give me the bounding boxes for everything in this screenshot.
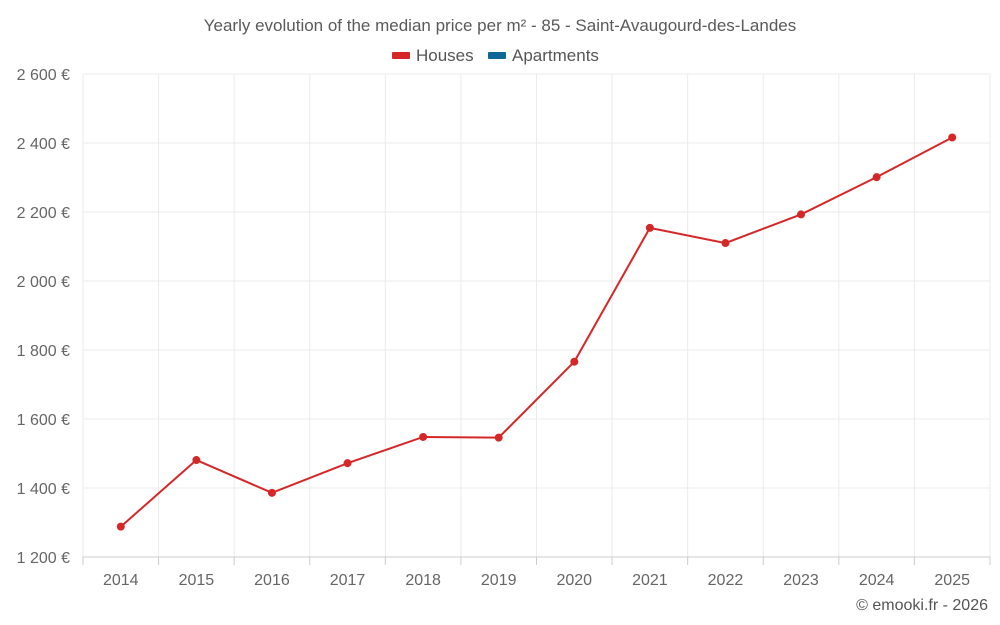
y-tick-label: 1 400 € bbox=[17, 481, 70, 498]
data-point[interactable] bbox=[192, 456, 201, 465]
y-tick-label: 2 400 € bbox=[17, 136, 70, 153]
legend: Houses Apartments bbox=[392, 46, 599, 65]
series-line-houses bbox=[120, 136, 953, 528]
credit: © emooki.fr - 2026 bbox=[856, 597, 988, 614]
data-point[interactable] bbox=[948, 133, 957, 142]
y-tick-label: 1 800 € bbox=[17, 343, 70, 360]
data-point[interactable] bbox=[721, 239, 730, 248]
y-tick-label: 2 200 € bbox=[17, 205, 70, 222]
x-tick-label: 2021 bbox=[632, 572, 668, 589]
legend-label-houses: Houses bbox=[416, 46, 474, 65]
data-point[interactable] bbox=[570, 357, 579, 366]
x-axis: 2014 2015 2016 2017 2018 2019 2020 2021 2022 2023… bbox=[82, 556, 991, 589]
legend-swatch-houses bbox=[392, 52, 410, 59]
x-tick-label: 2016 bbox=[254, 572, 290, 589]
y-tick-label: 2 000 € bbox=[17, 274, 70, 291]
series-layer bbox=[116, 133, 957, 531]
data-point[interactable] bbox=[267, 488, 276, 497]
data-point[interactable] bbox=[343, 459, 352, 468]
y-tick-label: 1 600 € bbox=[17, 412, 70, 429]
x-tick-label: 2024 bbox=[859, 572, 895, 589]
data-point[interactable] bbox=[645, 223, 654, 232]
data-point[interactable] bbox=[872, 173, 881, 182]
y-axis: 1 200 € 1 400 € 1 600 € 1 800 € 2 000 € 2 200… bbox=[17, 67, 70, 567]
x-tick-label: 2015 bbox=[179, 572, 215, 589]
data-point[interactable] bbox=[494, 433, 503, 442]
legend-swatch-apartments bbox=[488, 52, 506, 59]
x-tick-label: 2018 bbox=[405, 572, 441, 589]
y-tick-label: 2 600 € bbox=[17, 67, 70, 84]
chart-title: Yearly evolution of the median price per… bbox=[204, 16, 797, 35]
x-tick-label: 2022 bbox=[708, 572, 744, 589]
x-tick-label: 2025 bbox=[934, 572, 970, 589]
data-point[interactable] bbox=[116, 522, 125, 531]
y-tick-label: 1 200 € bbox=[17, 550, 70, 567]
grid bbox=[82, 73, 991, 557]
data-point[interactable] bbox=[797, 210, 806, 219]
x-tick-label: 2019 bbox=[481, 572, 517, 589]
x-tick-label: 2023 bbox=[783, 572, 819, 589]
x-tick-label: 2017 bbox=[330, 572, 366, 589]
x-tick-label: 2020 bbox=[556, 572, 592, 589]
legend-label-apartments: Apartments bbox=[512, 46, 599, 65]
x-tick-label: 2014 bbox=[103, 572, 139, 589]
legend-item-apartments[interactable]: Apartments bbox=[488, 46, 599, 65]
data-point[interactable] bbox=[419, 432, 428, 441]
legend-item-houses[interactable]: Houses bbox=[392, 46, 474, 65]
